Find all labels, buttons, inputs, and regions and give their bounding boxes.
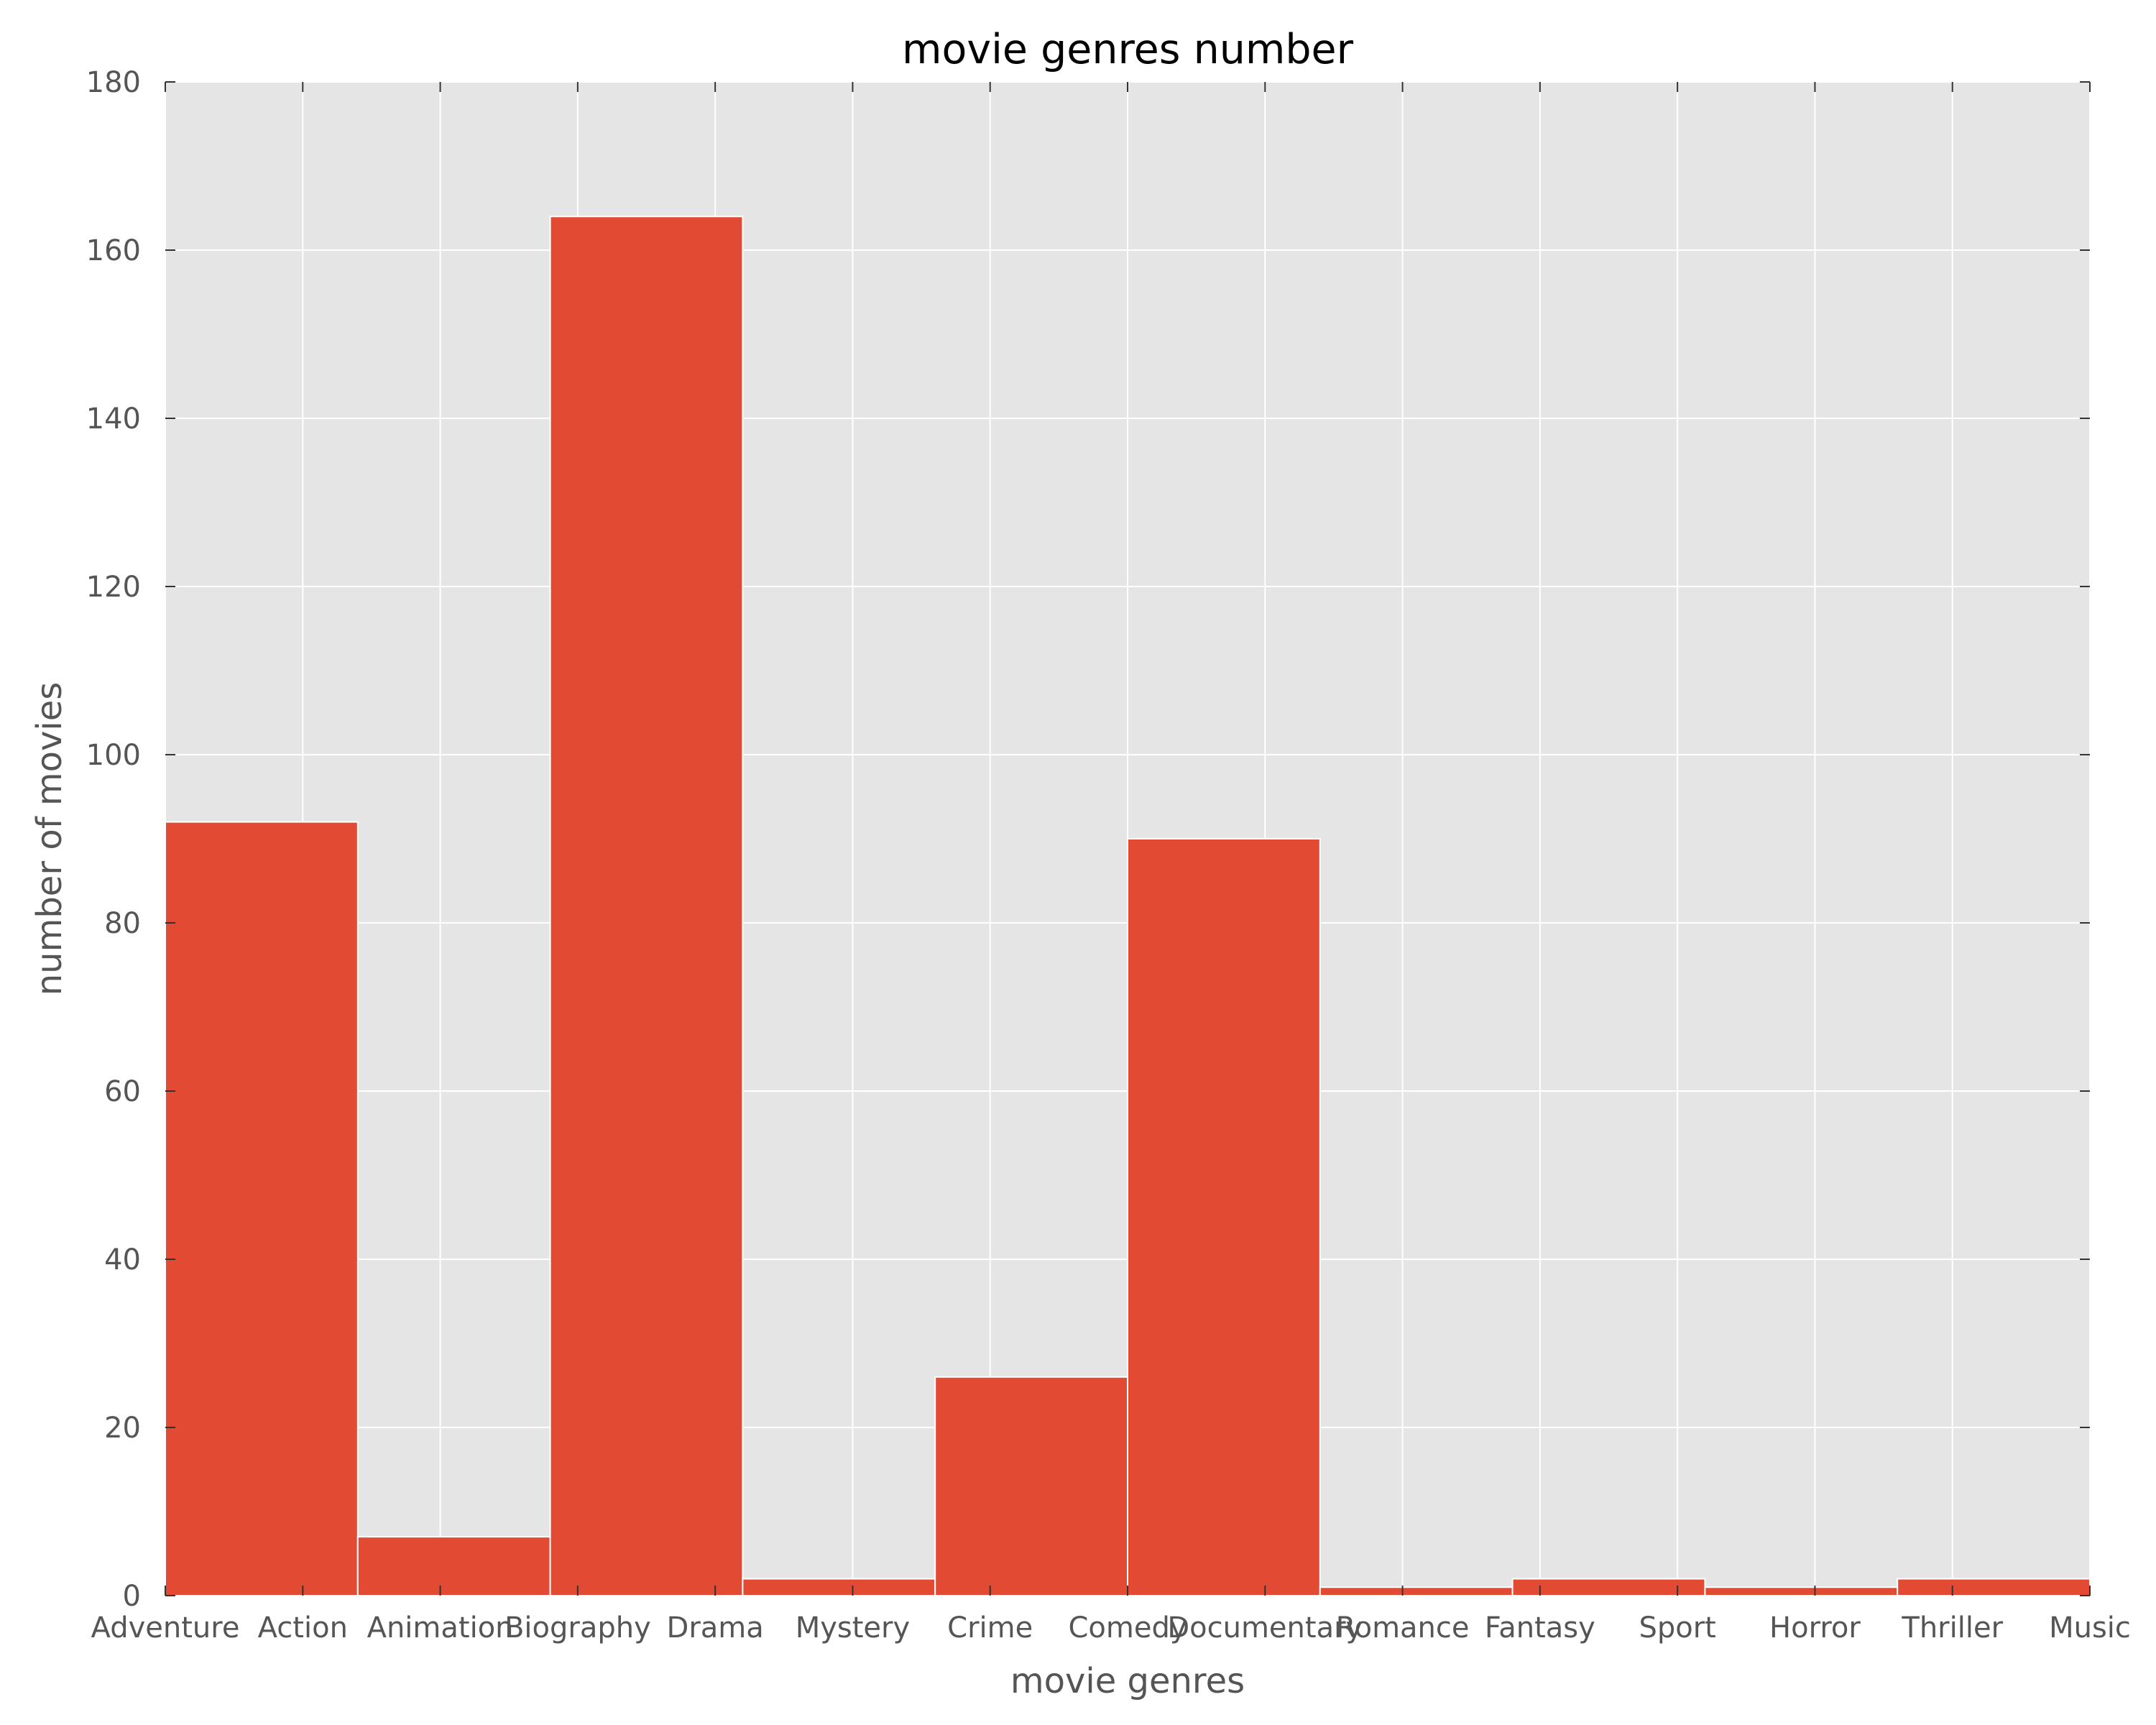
bar: [1127, 838, 1321, 1596]
bar: [165, 821, 359, 1596]
chart-title: movie genres number: [902, 26, 1354, 73]
bar: [356, 1536, 551, 1597]
y-tick-label: 160: [86, 234, 141, 267]
x-tick-label: Romance: [1336, 1611, 1470, 1644]
y-tick-label: 180: [86, 66, 141, 99]
x-tick-label: Action: [258, 1611, 348, 1644]
x-tick-label: Drama: [667, 1611, 764, 1644]
x-tick-label: Sport: [1639, 1611, 1715, 1644]
y-tick-label: 80: [104, 907, 141, 940]
y-tick-labels: 0 20 40 60 80 100 120 140 160 180: [86, 66, 141, 1613]
x-tick-label: Adventure: [91, 1611, 240, 1644]
y-tick-label: 120: [86, 571, 141, 604]
bars: [165, 216, 2091, 1597]
x-tick-label: Music: [2049, 1611, 2131, 1644]
y-axis-title: number of movies: [29, 682, 70, 996]
x-tick-label: Animation: [367, 1611, 514, 1644]
bar: [1704, 1586, 1899, 1597]
bar: [742, 1578, 936, 1597]
y-tick-label: 20: [104, 1412, 141, 1445]
bar: [1897, 1578, 2091, 1597]
x-tick-label: Crime: [947, 1611, 1033, 1644]
y-tick-label: 40: [104, 1243, 141, 1276]
x-axis-title: movie genres: [1010, 1661, 1245, 1701]
axis-ticks: [165, 81, 2091, 1596]
bar: [1511, 1578, 1706, 1597]
bar: [549, 216, 744, 1597]
y-tick-label: 140: [86, 402, 141, 436]
x-tick-label: Documentary: [1167, 1611, 1363, 1644]
y-tick-label: 60: [104, 1075, 141, 1108]
x-tick-label: Mystery: [796, 1611, 910, 1644]
x-tick-label: Comedy: [1068, 1611, 1187, 1644]
x-tick-label: Thriller: [1901, 1611, 2003, 1644]
x-tick-label: Biography: [505, 1611, 651, 1644]
bar: [1319, 1586, 1514, 1597]
x-tick-label: Horror: [1769, 1611, 1861, 1644]
x-tick-label: Fantasy: [1485, 1611, 1595, 1644]
y-tick-label: 0: [123, 1580, 141, 1613]
y-tick-label: 100: [86, 739, 141, 772]
bar: [934, 1376, 1128, 1597]
